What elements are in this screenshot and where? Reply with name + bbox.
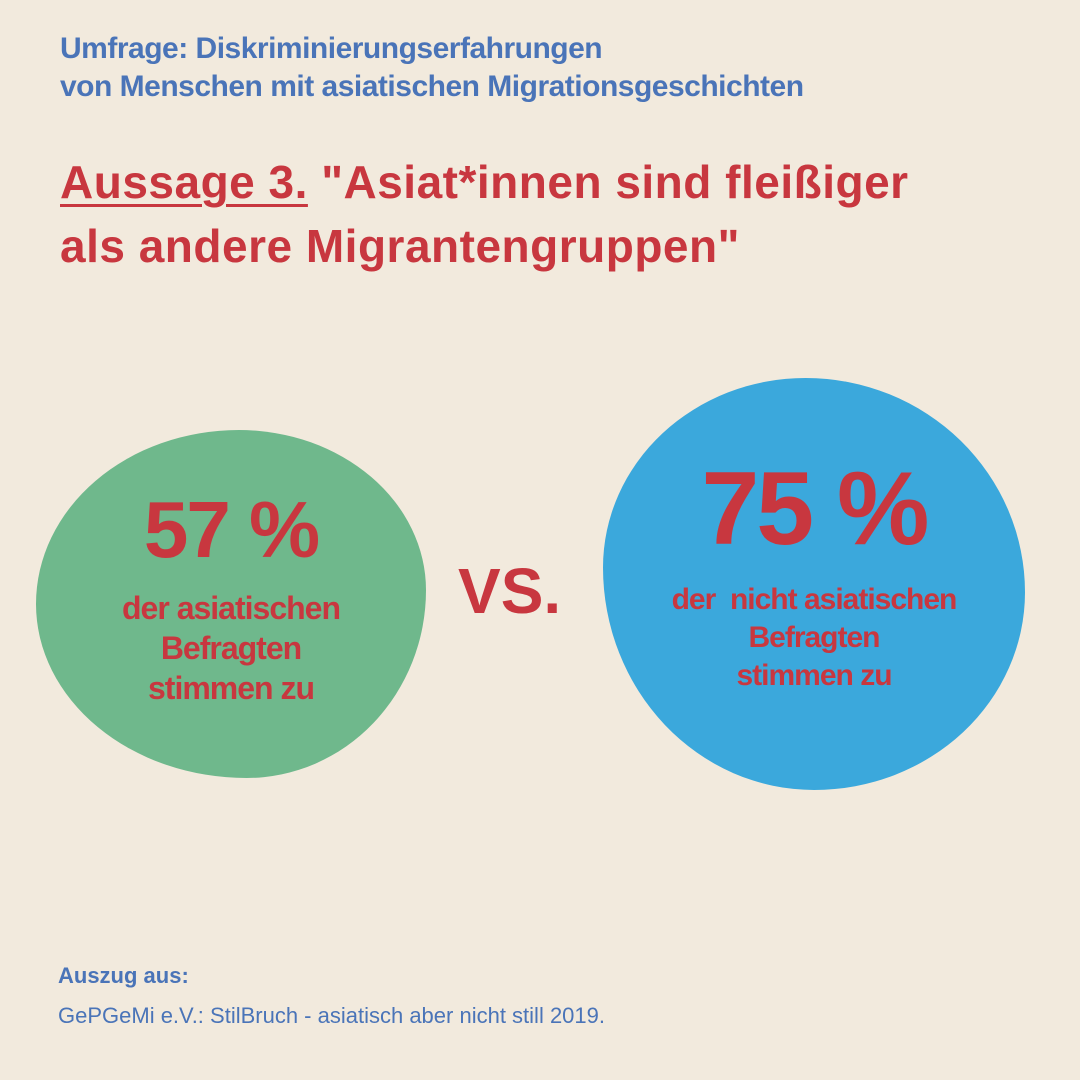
- asian-desc-line-1: der asiatischen: [122, 590, 341, 626]
- non-asian-desc-line-3: stimmen zu: [736, 659, 892, 692]
- non-asian-respondents-percent: 75 %: [701, 451, 929, 567]
- statement-text-line-2: als andere Migrantengruppen": [60, 220, 740, 272]
- statement-heading: Aussage 3. "Asiat*innen sind fleißiger a…: [60, 150, 1050, 278]
- asian-respondents-percent: 57 %: [143, 485, 320, 574]
- asian-desc-line-2: Befragten: [160, 630, 302, 666]
- non-asian-respondents-circle: 75 % der nicht asiatischen Befragten sti…: [603, 378, 1025, 790]
- statement-label: Aussage 3.: [60, 156, 308, 208]
- survey-title-line-2: von Menschen mit asiatischen Migrationsg…: [60, 70, 804, 103]
- statement-line-1: Aussage 3. "Asiat*innen sind fleißiger: [60, 150, 1050, 214]
- non-asian-desc-line-1: der nicht asiatischen: [671, 583, 958, 616]
- source-citation: GePGeMi e.V.: StilBruch - asiatisch aber…: [58, 1003, 605, 1028]
- asian-respondents-circle: 57 % der asiatischen Befragten stimmen z…: [36, 430, 426, 778]
- non-asian-respondents-description: der nicht asiatischen Befragten stimmen …: [671, 581, 958, 695]
- asian-respondents-description: der asiatischen Befragten stimmen zu: [122, 588, 341, 708]
- asian-desc-line-3: stimmen zu: [147, 670, 315, 706]
- non-asian-desc-line-2: Befragten: [748, 621, 880, 654]
- survey-title: Umfrage: Diskriminierungserfahrungen von…: [60, 30, 1020, 106]
- versus-label: VS.: [458, 555, 562, 627]
- source-heading: Auszug aus:: [58, 963, 189, 988]
- survey-title-line-1: Umfrage: Diskriminierungserfahrungen: [60, 32, 603, 65]
- statement-text-line-1: "Asiat*innen sind fleißiger: [321, 156, 909, 208]
